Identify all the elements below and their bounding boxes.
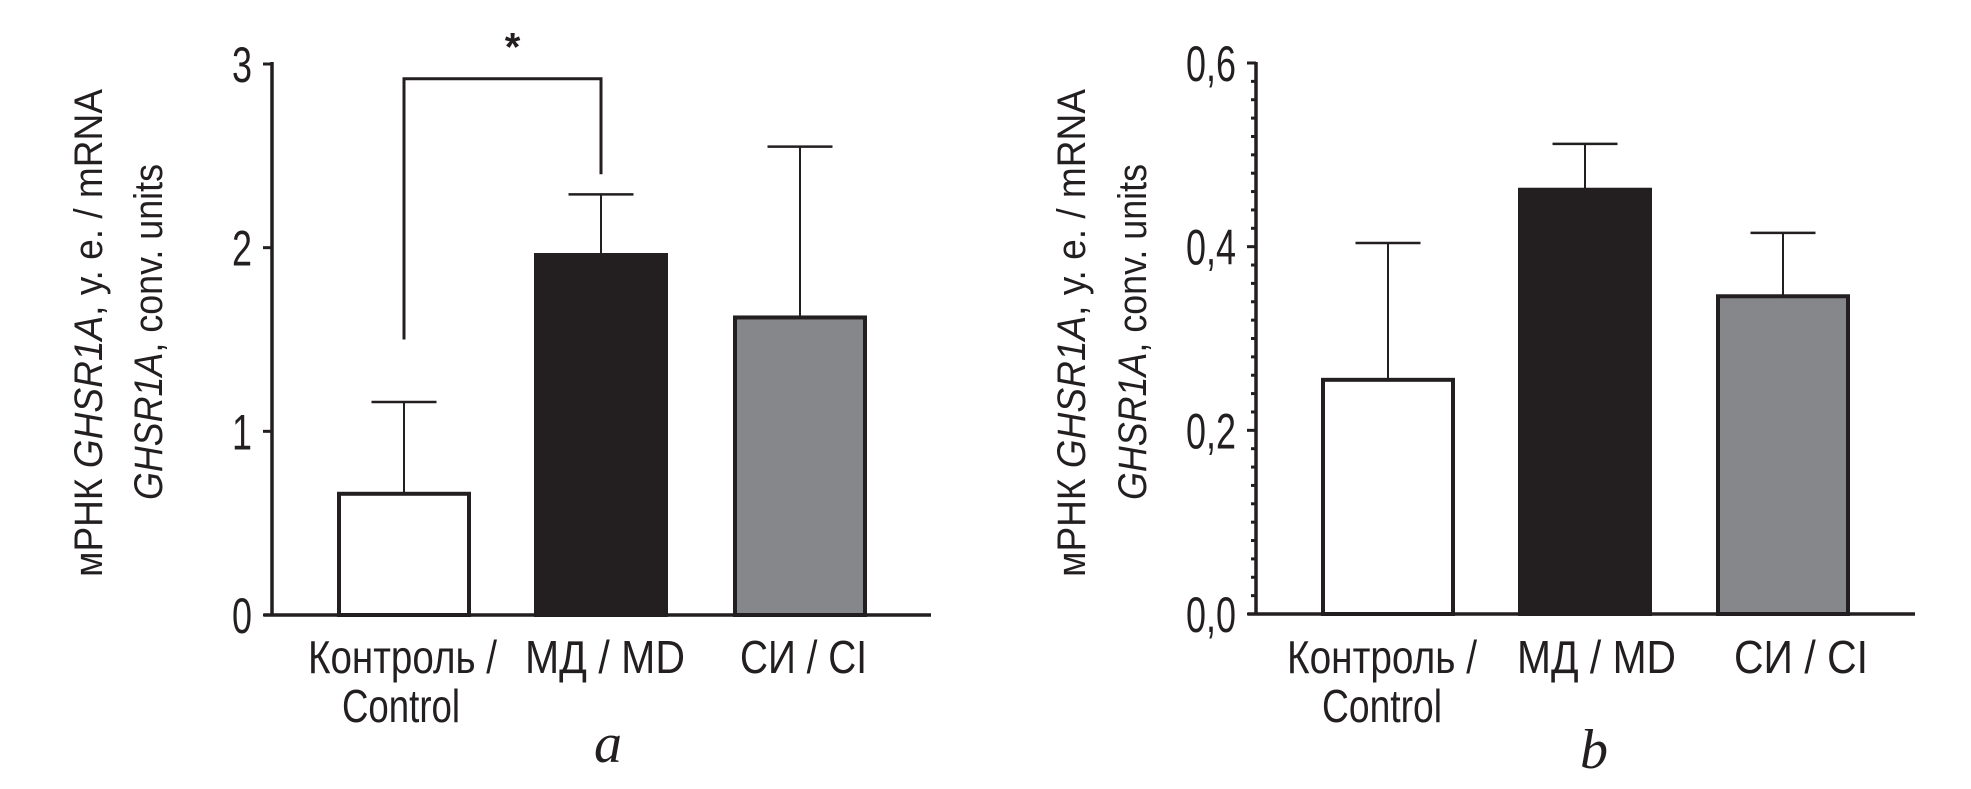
significance-bracket xyxy=(402,77,603,340)
bar-ci xyxy=(1716,294,1850,616)
panel-b-ylabel-line1: мРНК GHSR1A, у. е. / mRNA xyxy=(1050,89,1094,577)
ylabel-prefix: мРНК xyxy=(1050,468,1094,577)
panel-b-chart: мРНК GHSR1A, у. е. / mRNA GHSR1A, conv. … xyxy=(1050,36,1915,781)
y-tick-label: 0,6 xyxy=(1186,36,1236,92)
y-tick-label: 0,2 xyxy=(1186,403,1236,459)
panel-a-bars xyxy=(337,253,867,617)
panel-b-bars xyxy=(1321,187,1850,617)
panel-b-category-label-control-en: Control xyxy=(1322,680,1442,732)
ylabel-gene: GHSR1A xyxy=(1050,316,1094,468)
panel-b-error-bars xyxy=(1355,142,1816,380)
panel-a-ylabel-line1: мРНК GHSR1A, у. е. / mRNA xyxy=(67,89,111,577)
ylabel-suffix: , conv. units xyxy=(127,164,171,353)
panel-a-category-label-md: МД / MD xyxy=(525,631,685,683)
y-tick-label: 3 xyxy=(232,37,252,93)
panel-b-category-label-control: Контроль / xyxy=(1287,631,1477,683)
y-tick-label: 0,4 xyxy=(1186,220,1236,276)
ylabel-gene: GHSR1A xyxy=(1111,353,1155,500)
ylabel-prefix: мРНК xyxy=(67,468,111,577)
ylabel-suffix: , conv. units xyxy=(1111,164,1155,353)
panel-a-error-bars xyxy=(371,145,833,494)
ylabel-gene: GHSR1A xyxy=(127,353,171,500)
panel-b-ylabel-line2: GHSR1A, conv. units xyxy=(1111,164,1155,500)
panel-a-category-label-control-en: Control xyxy=(342,680,460,732)
panel-b-y-ticks: 0,0 0,2 0,4 0,6 xyxy=(1186,36,1256,643)
panel-a-category-label-ci: СИ / CI xyxy=(740,631,867,683)
y-tick-label: 0,0 xyxy=(1186,587,1236,643)
panel-a-significance: * xyxy=(402,26,603,340)
ylabel-suffix: , у. е. / mRNA xyxy=(1050,89,1094,316)
panel-a-chart: мРНК GHSR1A, у. е. / mRNA GHSR1A, conv. … xyxy=(67,26,931,775)
panel-b-category-label-md: МД / MD xyxy=(1517,631,1676,683)
y-tick-label: 1 xyxy=(232,404,252,460)
ylabel-gene: GHSR1A xyxy=(67,316,111,468)
panel-a-category-label-control: Контроль / xyxy=(308,631,497,683)
ylabel-suffix: , у. е. / mRNA xyxy=(67,89,111,316)
y-tick-label: 2 xyxy=(232,221,252,277)
panel-a-ylabel-line2: GHSR1A, conv. units xyxy=(127,164,171,500)
bar-ci xyxy=(733,315,867,617)
bar-md xyxy=(1518,187,1652,616)
significance-star: * xyxy=(505,26,521,70)
panel-b-category-label-ci: СИ / CI xyxy=(1734,631,1868,683)
panel-a-y-ticks: 0 1 2 3 xyxy=(232,37,272,644)
bar-control xyxy=(1321,377,1455,617)
panel-a-letter: a xyxy=(594,713,622,775)
bar-control xyxy=(337,491,471,617)
y-tick-label: 0 xyxy=(232,588,252,644)
bar-md xyxy=(534,253,668,617)
panel-b-letter: b xyxy=(1580,719,1608,781)
